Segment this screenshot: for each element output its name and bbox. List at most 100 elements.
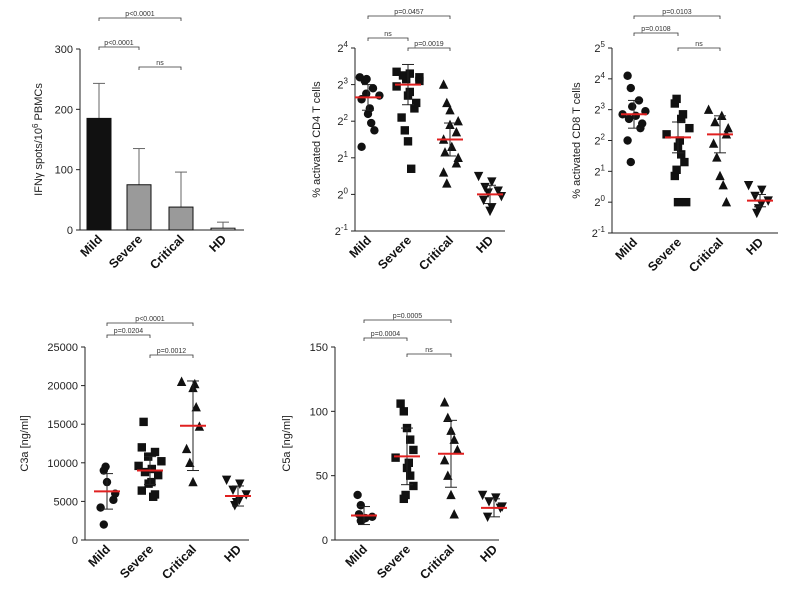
p-value-label: p<0.0001 (125, 11, 154, 18)
x-tick-label: HD (221, 542, 244, 565)
significance-bracket (367, 37, 409, 41)
data-point (396, 399, 405, 408)
data-point (473, 171, 484, 182)
panel-ifn: 0 100 200 300 Mild Severe Critical HD IFNγ spots… (31, 11, 244, 272)
data-point (438, 167, 449, 177)
data-point (743, 181, 754, 191)
p-value-label: p<0.0001 (104, 40, 133, 47)
y-tick-label: 100 (55, 165, 73, 177)
y-axis-label: C3a [ng/ml] (19, 415, 31, 471)
data-point (439, 397, 450, 407)
x-tick-label: Mild (78, 232, 106, 260)
significance-bracket (98, 17, 182, 21)
x-tick-label: HD (477, 542, 500, 565)
data-point (409, 445, 418, 455)
data-point (403, 137, 413, 146)
data-point (487, 177, 497, 187)
data-point (150, 490, 160, 499)
y-tick-label: 25 (594, 40, 605, 55)
data-point (626, 157, 635, 167)
data-point (188, 476, 198, 487)
data-point (451, 126, 462, 137)
x-tick-label: Severe (117, 542, 156, 581)
data-point (140, 467, 150, 477)
significance-bracket (363, 337, 408, 341)
data-point (365, 104, 374, 113)
data-point (398, 71, 408, 80)
data-point (221, 475, 232, 485)
bar (210, 227, 236, 231)
data-point (241, 490, 251, 500)
data-point (442, 97, 452, 108)
data-point (680, 157, 689, 167)
data-point (447, 141, 457, 152)
x-tick-label: Mild (347, 233, 375, 261)
y-tick-label: 2-1 (592, 225, 606, 240)
data-point (409, 481, 418, 491)
data-point (672, 165, 681, 174)
data-point (673, 197, 683, 207)
data-point (757, 185, 767, 196)
significance-bracket (106, 334, 151, 338)
data-point (368, 512, 377, 522)
x-tick-label: Severe (106, 232, 145, 271)
data-point (190, 378, 200, 389)
data-point (482, 512, 493, 523)
data-point (638, 119, 647, 128)
significance-bracket (149, 354, 194, 358)
x-tick-label: Severe (374, 542, 413, 581)
data-point (677, 114, 686, 124)
data-point (147, 477, 156, 487)
data-point (491, 493, 501, 503)
x-tick-label: HD (473, 233, 496, 256)
p-value-label: ns (695, 41, 703, 48)
data-point (626, 83, 635, 93)
data-point (685, 123, 694, 133)
x-tick-label: HD (743, 235, 766, 258)
y-tick-label: 15000 (47, 419, 78, 431)
data-point (234, 495, 245, 506)
data-point (392, 82, 401, 91)
data-point (443, 470, 453, 480)
y-tick-label: 21 (337, 150, 348, 165)
y-tick-label: 21 (594, 163, 605, 178)
data-point (355, 73, 364, 82)
p-value-label: p=0.0004 (371, 331, 400, 338)
data-point (672, 94, 681, 104)
data-point (670, 99, 679, 108)
data-point (407, 164, 416, 173)
data-point (404, 458, 413, 467)
data-point (96, 503, 105, 512)
p-value-label: p=0.0457 (394, 9, 423, 16)
y-tick-label: 200 (55, 104, 73, 116)
data-point (446, 489, 456, 500)
data-point (449, 434, 459, 444)
data-point (139, 417, 148, 427)
x-tick-label: Critical (417, 542, 457, 582)
data-point (150, 447, 160, 457)
data-point (154, 470, 163, 480)
significance-bracket (633, 15, 721, 19)
data-point (185, 457, 195, 467)
p-value-label: p=0.0108 (641, 26, 670, 33)
data-point (356, 501, 365, 510)
data-point (440, 147, 450, 157)
data-point (451, 158, 462, 168)
data-point (362, 74, 371, 84)
y-tick-label: 20 (337, 186, 348, 201)
significance-bracket (138, 66, 182, 70)
significance-bracket (98, 46, 140, 50)
data-point (677, 150, 686, 159)
data-point (375, 91, 384, 100)
data-point (487, 203, 497, 213)
data-point (405, 87, 414, 97)
significance-bracket (677, 47, 721, 51)
x-tick-label: Mild (343, 542, 371, 570)
y-tick-label: 0 (322, 535, 328, 547)
data-point (717, 110, 727, 121)
data-point (137, 443, 146, 452)
data-point (723, 122, 733, 133)
data-point (442, 178, 452, 188)
p-value-label: ns (425, 347, 433, 354)
